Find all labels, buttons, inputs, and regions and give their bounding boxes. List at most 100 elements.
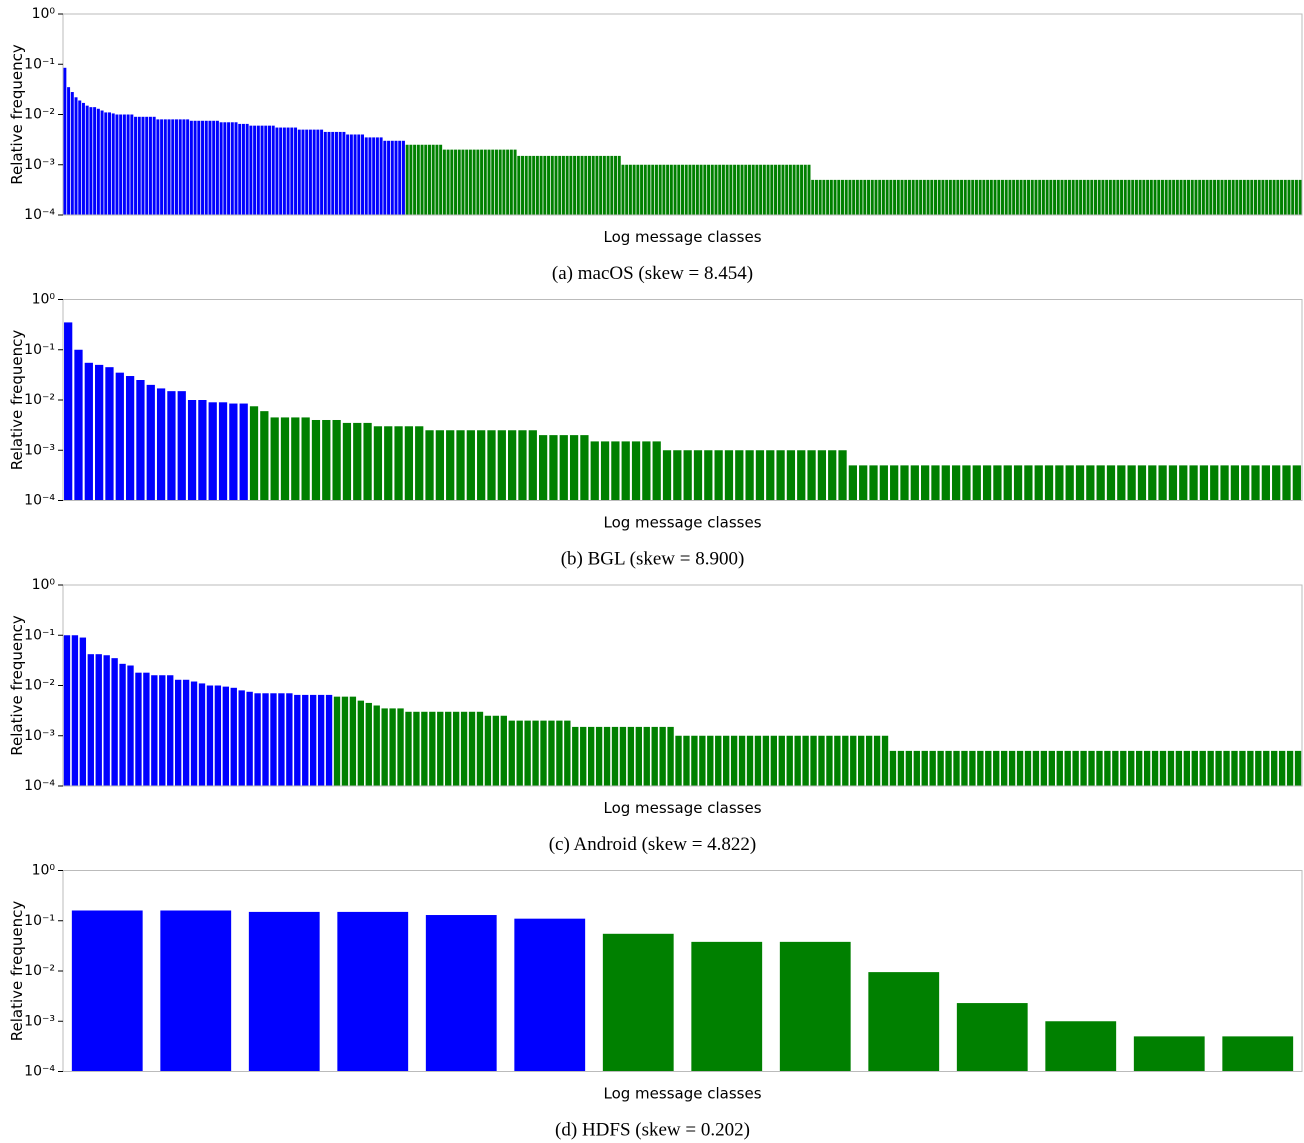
bar <box>1247 750 1254 786</box>
bar <box>532 155 536 215</box>
bar <box>573 155 577 215</box>
bar <box>1148 465 1157 501</box>
bar <box>800 164 804 215</box>
bar <box>997 179 1001 215</box>
bar <box>869 465 878 501</box>
bar <box>368 137 372 215</box>
bar <box>792 164 796 215</box>
bar <box>1272 179 1276 215</box>
bar <box>993 465 1002 501</box>
bar <box>852 179 856 215</box>
bar <box>580 155 584 215</box>
bar <box>786 735 793 786</box>
bar <box>1146 179 1150 215</box>
bar <box>1294 179 1298 215</box>
bar <box>692 164 696 215</box>
bar <box>212 120 216 215</box>
bar <box>766 450 775 501</box>
bar <box>699 735 706 786</box>
bar <box>204 120 208 215</box>
bar <box>837 179 841 215</box>
bar <box>621 164 625 215</box>
bar <box>1096 750 1103 786</box>
bar <box>897 750 905 786</box>
bar <box>431 144 435 215</box>
bar <box>1220 465 1229 501</box>
bar <box>1175 750 1183 786</box>
bar <box>1282 465 1291 501</box>
bar <box>119 663 126 786</box>
bar <box>729 164 733 215</box>
bar <box>270 417 279 501</box>
bar <box>907 179 911 215</box>
bar <box>867 179 871 215</box>
bar <box>759 164 763 215</box>
bar <box>178 119 182 215</box>
bar <box>282 127 286 215</box>
bar <box>349 134 353 215</box>
bar <box>1194 179 1198 215</box>
x-axis-label: Log message classes <box>603 799 761 817</box>
bar <box>78 100 82 215</box>
bar <box>1278 750 1286 786</box>
bar <box>704 450 713 501</box>
y-tick-label: 10⁻³ <box>24 157 55 173</box>
bar <box>270 693 277 786</box>
bar <box>136 380 145 501</box>
bar <box>1075 465 1085 501</box>
bar <box>972 465 981 501</box>
bar <box>1060 179 1064 215</box>
bar <box>740 164 744 215</box>
bar <box>651 726 658 786</box>
bar <box>167 119 171 215</box>
bar <box>1045 1021 1117 1072</box>
bar <box>1008 750 1016 786</box>
bar <box>425 430 434 501</box>
bar <box>1023 179 1027 215</box>
bar <box>187 400 197 501</box>
bar <box>982 179 986 215</box>
bar <box>1079 179 1083 215</box>
bar <box>681 164 684 215</box>
bar <box>1271 750 1278 786</box>
bar <box>450 149 454 215</box>
bar <box>146 384 155 501</box>
bar <box>64 322 73 501</box>
bar <box>1183 750 1191 786</box>
bar <box>294 694 301 786</box>
bar <box>549 435 558 501</box>
bar <box>322 419 331 501</box>
bar <box>332 419 341 501</box>
bar <box>1131 179 1135 215</box>
bar <box>960 179 964 215</box>
bar <box>159 675 166 786</box>
bar <box>1191 750 1198 786</box>
bar <box>535 155 539 215</box>
panel-caption: (c) Android (skew = 4.822) <box>549 834 757 855</box>
bar <box>971 179 975 215</box>
bar <box>1086 465 1095 501</box>
bar <box>134 116 138 215</box>
bar <box>1241 465 1250 501</box>
bar <box>241 123 245 215</box>
bar <box>63 635 71 786</box>
bar <box>600 441 610 501</box>
bar <box>341 696 349 786</box>
bar <box>673 450 682 501</box>
bar <box>770 735 778 786</box>
bar <box>707 735 714 786</box>
bar <box>310 694 317 786</box>
bar <box>1127 179 1131 215</box>
bar <box>497 430 506 501</box>
bar <box>781 164 785 215</box>
bar <box>978 179 982 215</box>
bar <box>952 179 956 215</box>
bar <box>945 750 952 786</box>
bar <box>214 685 222 786</box>
bar <box>446 149 450 215</box>
bar <box>1120 179 1124 215</box>
bar <box>163 119 167 215</box>
bar <box>587 726 595 786</box>
bar <box>794 735 801 786</box>
bar <box>963 179 967 215</box>
